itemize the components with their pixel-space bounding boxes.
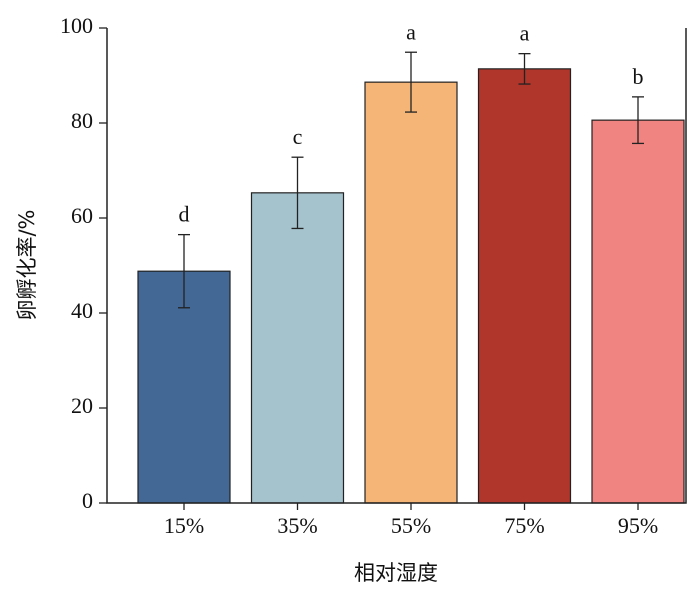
x-tick-label: 15% xyxy=(164,513,204,538)
significance-label: b xyxy=(633,64,644,89)
x-tick-label: 95% xyxy=(618,513,658,538)
bar xyxy=(364,81,458,504)
axis-frame xyxy=(106,28,687,504)
x-axis-title: 相对湿度 xyxy=(354,561,438,585)
bar xyxy=(137,270,231,504)
significance-label: a xyxy=(520,21,530,46)
y-tick-label: 20 xyxy=(71,393,93,418)
x-tick-label: 55% xyxy=(391,513,431,538)
y-axis-title: 卵孵化率/% xyxy=(15,209,39,320)
bar xyxy=(250,192,345,504)
bar xyxy=(591,119,685,504)
y-tick-label: 40 xyxy=(71,298,93,323)
y-tick-label: 60 xyxy=(71,203,93,228)
bar xyxy=(477,68,572,504)
y-tick-label: 100 xyxy=(60,13,93,38)
y-tick-label: 80 xyxy=(71,108,93,133)
y-tick-label: 0 xyxy=(82,488,93,513)
significance-label: c xyxy=(293,124,303,149)
x-tick-label: 35% xyxy=(277,513,317,538)
significance-label: a xyxy=(406,19,416,44)
x-tick-label: 75% xyxy=(504,513,544,538)
significance-label: d xyxy=(179,202,190,227)
